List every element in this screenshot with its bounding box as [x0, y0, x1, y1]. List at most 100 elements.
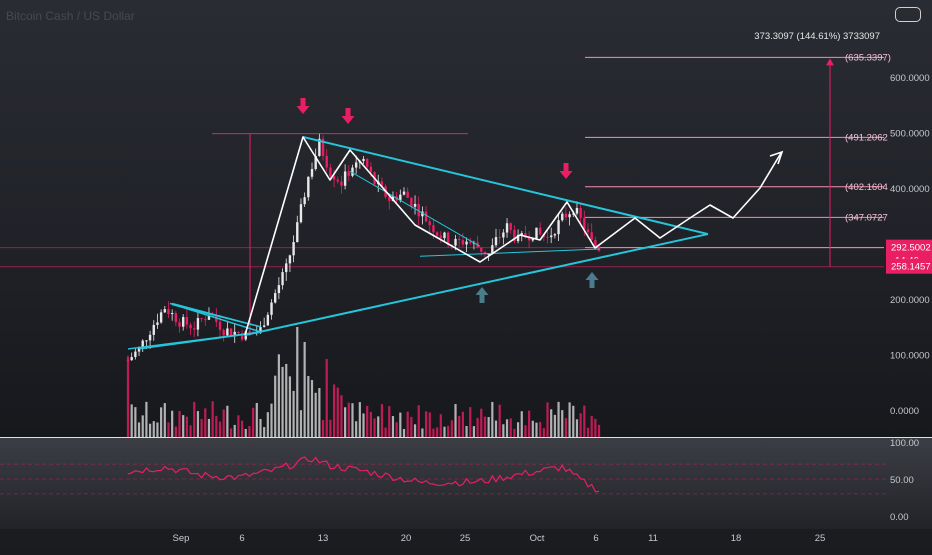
- volume-bar: [303, 342, 306, 437]
- volume-bar: [310, 380, 314, 437]
- volume-bar: [248, 425, 251, 437]
- volume-bar: [307, 375, 310, 437]
- volume-bar: [413, 424, 417, 437]
- volume-bar: [204, 408, 207, 437]
- down-arrow-icon: [341, 108, 355, 124]
- rsi-tick-label: 100.00: [890, 438, 919, 449]
- candle-body: [170, 313, 174, 315]
- candle-body: [553, 234, 557, 236]
- candle-body: [494, 237, 498, 246]
- candle-body: [594, 239, 597, 247]
- volume-bar: [270, 403, 273, 437]
- main-pane-bg: [0, 0, 932, 437]
- candle-body: [579, 207, 582, 218]
- measure-arrowhead: [826, 58, 834, 66]
- candle-body: [572, 213, 575, 215]
- volume-bar: [196, 411, 200, 437]
- volume-bar: [535, 422, 538, 437]
- fullscreen-button[interactable]: [895, 7, 921, 22]
- candle-body: [229, 328, 233, 336]
- volume-bar: [145, 401, 148, 437]
- candle-body: [538, 227, 542, 235]
- volume-bar: [380, 404, 384, 437]
- volume-bar: [583, 405, 586, 437]
- volume-bar: [509, 418, 512, 437]
- candle-body: [362, 158, 365, 162]
- candle-body: [380, 181, 384, 187]
- candle-body: [204, 319, 207, 321]
- candle-body: [178, 322, 181, 327]
- volume-bar: [237, 415, 240, 437]
- volume-bar: [586, 427, 590, 437]
- support-badge: [886, 258, 932, 274]
- volume-bar: [263, 427, 266, 437]
- candle-body: [402, 191, 406, 195]
- volume-bar: [141, 415, 144, 437]
- volume-bar: [494, 420, 498, 437]
- candle-body: [575, 207, 579, 214]
- volume-bar: [218, 421, 222, 437]
- volume-bar: [321, 420, 325, 437]
- volume-bar: [399, 412, 402, 437]
- volume-bar: [443, 426, 446, 437]
- candle-body: [325, 155, 328, 168]
- volume-bar: [130, 404, 133, 437]
- volume-bar: [362, 413, 365, 437]
- volume-bar: [325, 358, 328, 437]
- time-tick-label: Oct: [530, 533, 545, 544]
- volume-bar: [450, 420, 453, 437]
- time-tick-label: 18: [731, 533, 742, 544]
- volume-bar: [373, 418, 376, 437]
- volume-bar: [575, 419, 579, 437]
- candle-body: [347, 171, 350, 176]
- down-arrow-icon: [559, 163, 573, 179]
- volume-bar: [189, 425, 192, 437]
- candle-body: [435, 232, 439, 236]
- volume-bar: [340, 395, 343, 437]
- candle-body: [502, 232, 505, 238]
- candle-body: [200, 318, 203, 320]
- volume-bar: [546, 402, 549, 437]
- candle-body: [483, 251, 487, 255]
- volume-bar: [480, 408, 483, 437]
- volume-bar: [314, 392, 317, 437]
- volume-bar: [439, 414, 442, 437]
- volume-bar: [391, 416, 395, 437]
- volume-bar: [557, 401, 560, 437]
- candle-body: [332, 176, 336, 180]
- volume-bar: [421, 428, 424, 437]
- candle-body: [561, 213, 564, 221]
- volume-bar: [355, 421, 358, 437]
- candle-body: [145, 340, 148, 342]
- candle-body: [237, 331, 240, 334]
- candle-body: [524, 233, 527, 238]
- volume-bar: [539, 421, 542, 437]
- volume-bar: [329, 419, 332, 437]
- volume-bar: [193, 401, 196, 437]
- candle-body: [446, 232, 450, 246]
- volume-bar: [388, 406, 391, 437]
- candle-body: [498, 237, 501, 239]
- candle-body: [406, 191, 409, 198]
- time-tick-label: 25: [460, 533, 471, 544]
- volume-bar: [299, 410, 303, 437]
- candle-body: [270, 302, 273, 315]
- measure-label: 373.3097 (144.61%) 3733097: [754, 31, 880, 42]
- rsi-pane-bg: [0, 438, 932, 529]
- volume-bar: [178, 410, 181, 437]
- volume-bar: [458, 415, 461, 437]
- volume-bar: [318, 388, 321, 437]
- volume-bar: [226, 405, 229, 437]
- candle-body: [439, 235, 442, 239]
- time-tick-label: 25: [815, 533, 826, 544]
- candle-body: [156, 322, 159, 325]
- volume-bar: [568, 402, 571, 437]
- volume-bar: [377, 416, 380, 437]
- projection-path: [244, 136, 782, 336]
- candle-body: [597, 246, 601, 251]
- volume-bar: [550, 409, 553, 437]
- volume-bar: [222, 409, 225, 437]
- candle-body: [163, 309, 166, 313]
